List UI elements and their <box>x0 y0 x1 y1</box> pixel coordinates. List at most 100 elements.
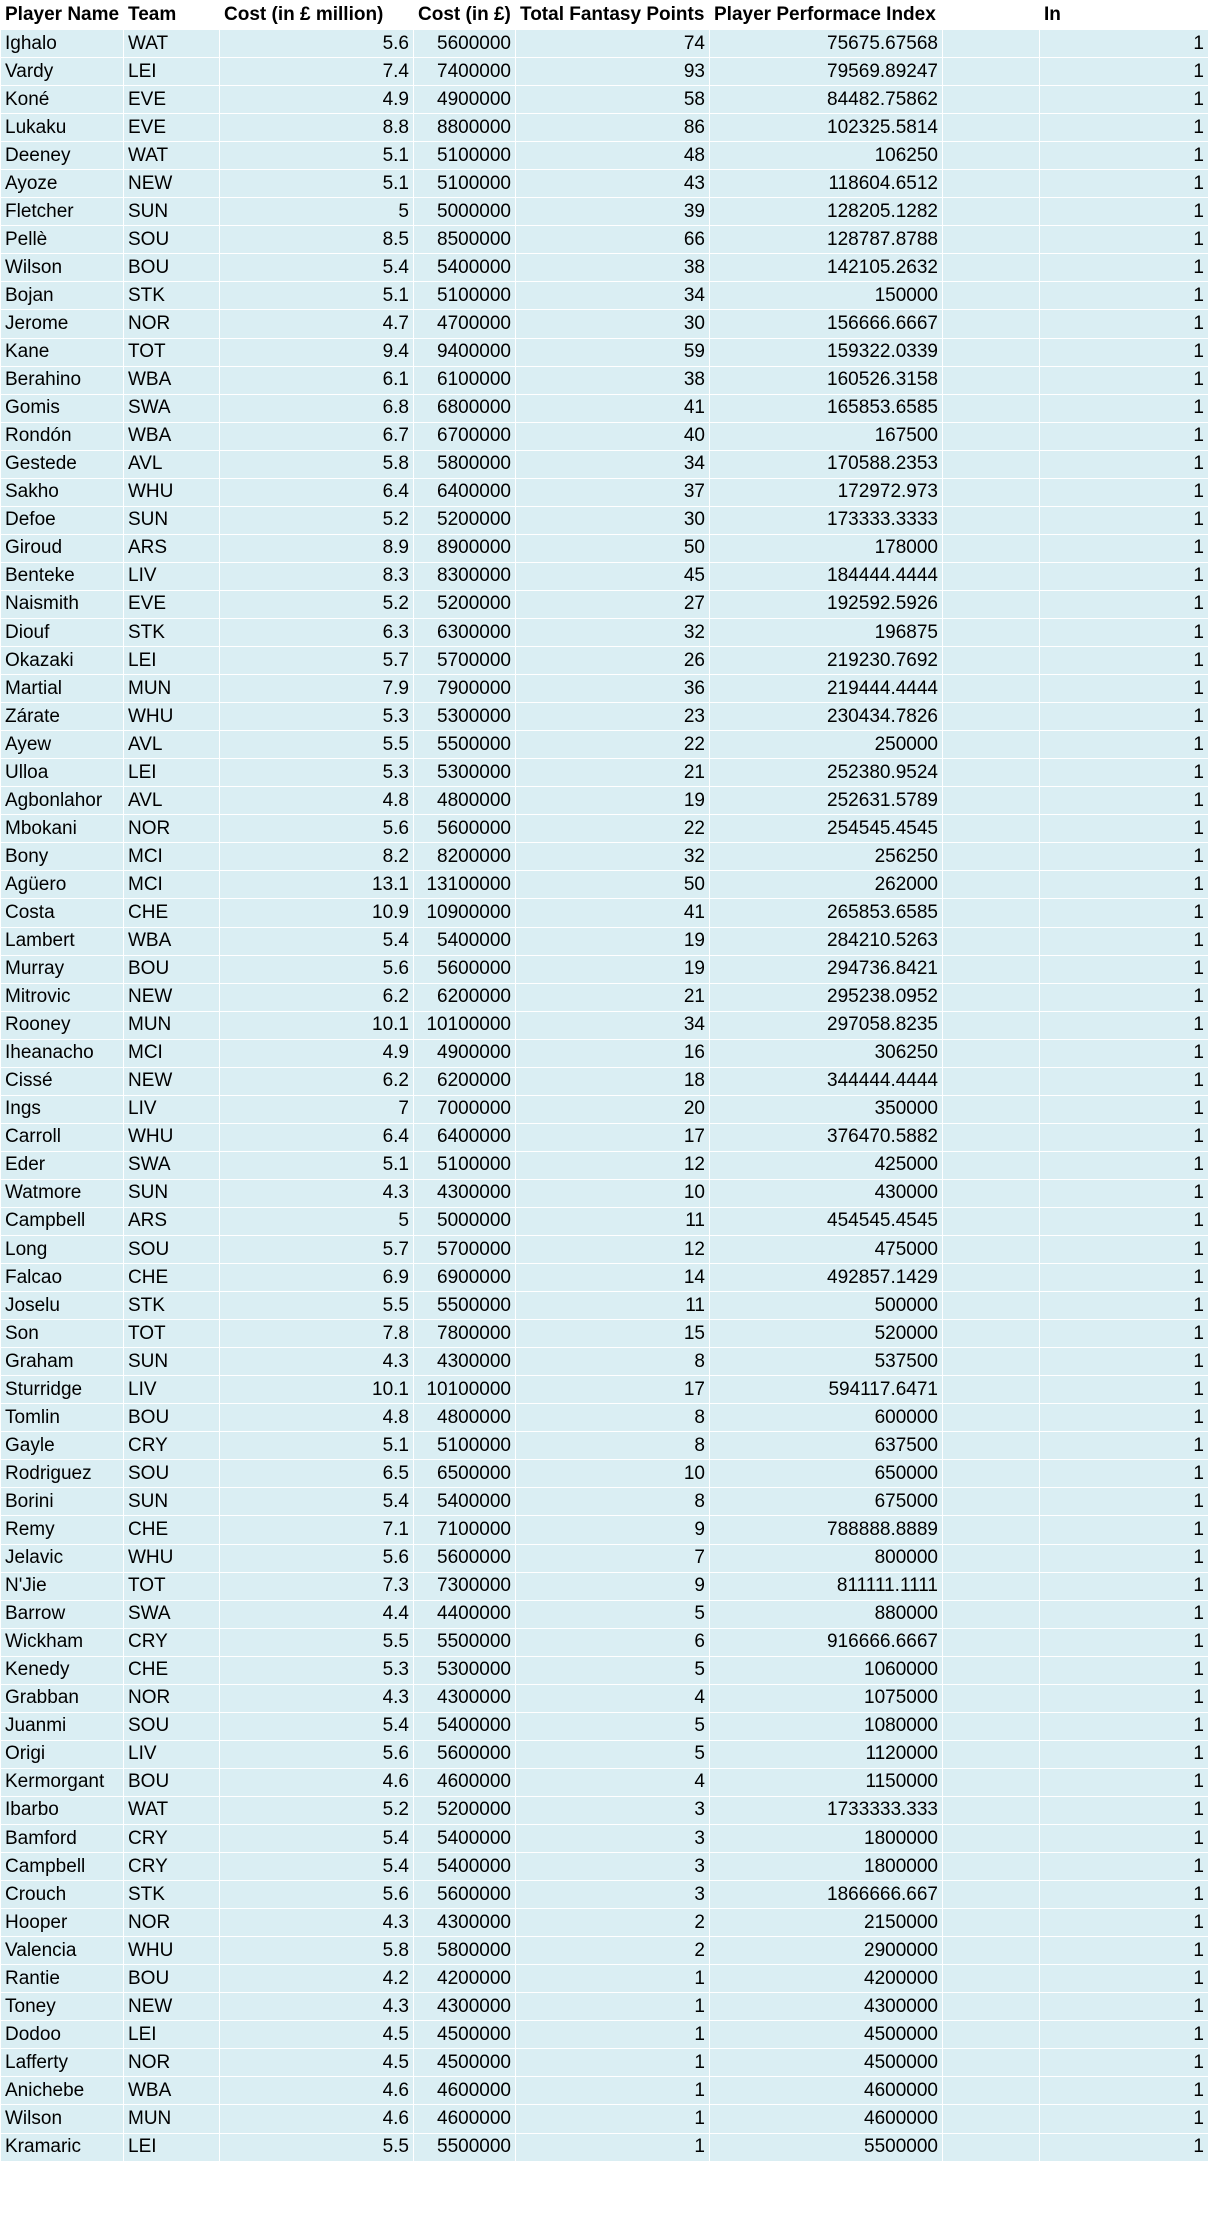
cell-performance-index[interactable]: 192592.5926 <box>709 589 943 619</box>
cell-cost-million[interactable]: 5.2 <box>219 505 414 535</box>
cell-blank[interactable] <box>942 1515 1040 1545</box>
header-cell-team[interactable]: Team <box>123 0 220 30</box>
cell-team[interactable]: WBA <box>123 421 220 451</box>
cell-in[interactable]: 1 <box>1039 337 1208 367</box>
cell-blank[interactable] <box>942 954 1040 984</box>
cell-total-points[interactable]: 1 <box>515 2104 710 2134</box>
cell-cost-million[interactable]: 7.8 <box>219 1319 414 1349</box>
cell-cost-pounds[interactable]: 5500000 <box>413 1627 516 1657</box>
cell-cost-million[interactable]: 8.8 <box>219 113 414 143</box>
cell-blank[interactable] <box>942 898 1040 928</box>
cell-performance-index[interactable]: 492857.1429 <box>709 1263 943 1293</box>
cell-total-points[interactable]: 58 <box>515 85 710 115</box>
cell-total-points[interactable]: 2 <box>515 1936 710 1966</box>
cell-total-points[interactable]: 30 <box>515 309 710 339</box>
cell-total-points[interactable]: 23 <box>515 702 710 732</box>
cell-team[interactable]: BOU <box>123 1767 220 1797</box>
cell-in[interactable]: 1 <box>1039 85 1208 115</box>
cell-total-points[interactable]: 22 <box>515 814 710 844</box>
cell-in[interactable]: 1 <box>1039 1122 1208 1152</box>
cell-total-points[interactable]: 2 <box>515 1908 710 1938</box>
cell-cost-million[interactable]: 8.9 <box>219 533 414 563</box>
cell-total-points[interactable]: 1 <box>515 2132 710 2162</box>
cell-cost-pounds[interactable]: 8300000 <box>413 561 516 591</box>
cell-cost-pounds[interactable]: 5700000 <box>413 1235 516 1265</box>
cell-cost-million[interactable]: 4.2 <box>219 1964 414 1994</box>
cell-in[interactable]: 1 <box>1039 1150 1208 1180</box>
cell-total-points[interactable]: 39 <box>515 197 710 227</box>
cell-team[interactable]: SUN <box>123 1487 220 1517</box>
cell-performance-index[interactable]: 254545.4545 <box>709 814 943 844</box>
cell-cost-pounds[interactable]: 6200000 <box>413 982 516 1012</box>
cell-cost-million[interactable]: 5 <box>219 1206 414 1237</box>
cell-team[interactable]: NOR <box>123 309 220 339</box>
cell-in[interactable]: 1 <box>1039 1010 1208 1040</box>
cell-team[interactable]: SUN <box>123 505 220 535</box>
cell-player-name[interactable]: Rooney <box>0 1010 124 1040</box>
cell-total-points[interactable]: 15 <box>515 1319 710 1349</box>
cell-in[interactable]: 1 <box>1039 758 1208 788</box>
cell-player-name[interactable]: Bony <box>0 842 124 872</box>
cell-player-name[interactable]: Wickham <box>0 1627 124 1657</box>
cell-player-name[interactable]: Tomlin <box>0 1403 124 1433</box>
cell-cost-million[interactable]: 4.6 <box>219 1767 414 1797</box>
cell-blank[interactable] <box>942 1347 1040 1377</box>
cell-player-name[interactable]: Kermorgant <box>0 1767 124 1797</box>
cell-in[interactable]: 1 <box>1039 1347 1208 1377</box>
cell-team[interactable]: SUN <box>123 1178 220 1208</box>
cell-team[interactable]: WBA <box>123 2076 220 2106</box>
cell-total-points[interactable]: 10 <box>515 1459 710 1489</box>
cell-cost-pounds[interactable]: 6900000 <box>413 1263 516 1293</box>
cell-cost-million[interactable]: 8.5 <box>219 225 414 255</box>
cell-cost-pounds[interactable]: 10900000 <box>413 898 516 928</box>
cell-performance-index[interactable]: 84482.75862 <box>709 85 943 115</box>
cell-performance-index[interactable]: 800000 <box>709 1543 943 1573</box>
cell-blank[interactable] <box>942 337 1040 367</box>
cell-in[interactable]: 1 <box>1039 702 1208 732</box>
cell-cost-pounds[interactable]: 9400000 <box>413 337 516 367</box>
cell-player-name[interactable]: Zárate <box>0 702 124 732</box>
cell-blank[interactable] <box>942 365 1040 395</box>
cell-blank[interactable] <box>942 57 1040 87</box>
cell-in[interactable]: 1 <box>1039 477 1208 507</box>
cell-performance-index[interactable]: 262000 <box>709 870 943 900</box>
cell-performance-index[interactable]: 675000 <box>709 1487 943 1517</box>
cell-total-points[interactable]: 5 <box>515 1599 710 1629</box>
cell-cost-pounds[interactable]: 5400000 <box>413 1487 516 1517</box>
cell-cost-million[interactable]: 5.4 <box>219 926 414 956</box>
cell-total-points[interactable]: 3 <box>515 1823 710 1854</box>
cell-total-points[interactable]: 27 <box>515 589 710 619</box>
cell-team[interactable]: CRY <box>123 1852 220 1882</box>
cell-in[interactable]: 1 <box>1039 1487 1208 1517</box>
cell-cost-million[interactable]: 4.7 <box>219 309 414 339</box>
cell-team[interactable]: WHU <box>123 1936 220 1966</box>
cell-cost-pounds[interactable]: 5000000 <box>413 197 516 227</box>
cell-cost-pounds[interactable]: 5600000 <box>413 1739 516 1769</box>
cell-team[interactable]: CRY <box>123 1431 220 1461</box>
cell-total-points[interactable]: 5 <box>515 1739 710 1769</box>
cell-performance-index[interactable]: 600000 <box>709 1403 943 1433</box>
cell-cost-pounds[interactable]: 5200000 <box>413 589 516 619</box>
cell-team[interactable]: AVL <box>123 449 220 479</box>
cell-cost-million[interactable]: 8.2 <box>219 842 414 872</box>
cell-performance-index[interactable]: 150000 <box>709 281 943 311</box>
cell-performance-index[interactable]: 430000 <box>709 1178 943 1208</box>
cell-cost-million[interactable]: 5.1 <box>219 1431 414 1461</box>
cell-team[interactable]: LEI <box>123 646 220 676</box>
cell-team[interactable]: NOR <box>123 1683 220 1713</box>
cell-total-points[interactable]: 37 <box>515 477 710 507</box>
cell-performance-index[interactable]: 500000 <box>709 1291 943 1321</box>
cell-total-points[interactable]: 86 <box>515 113 710 143</box>
cell-total-points[interactable]: 17 <box>515 1122 710 1152</box>
cell-team[interactable]: NOR <box>123 1908 220 1938</box>
cell-cost-pounds[interactable]: 6800000 <box>413 393 516 423</box>
cell-team[interactable]: LEI <box>123 2020 220 2050</box>
cell-cost-million[interactable]: 5.4 <box>219 253 414 283</box>
cell-performance-index[interactable]: 916666.6667 <box>709 1627 943 1657</box>
cell-cost-million[interactable]: 7.3 <box>219 1571 414 1601</box>
cell-cost-million[interactable]: 4.8 <box>219 786 414 816</box>
cell-player-name[interactable]: Koné <box>0 85 124 115</box>
cell-team[interactable]: MCI <box>123 870 220 900</box>
cell-player-name[interactable]: Gayle <box>0 1431 124 1461</box>
cell-total-points[interactable]: 11 <box>515 1206 710 1237</box>
